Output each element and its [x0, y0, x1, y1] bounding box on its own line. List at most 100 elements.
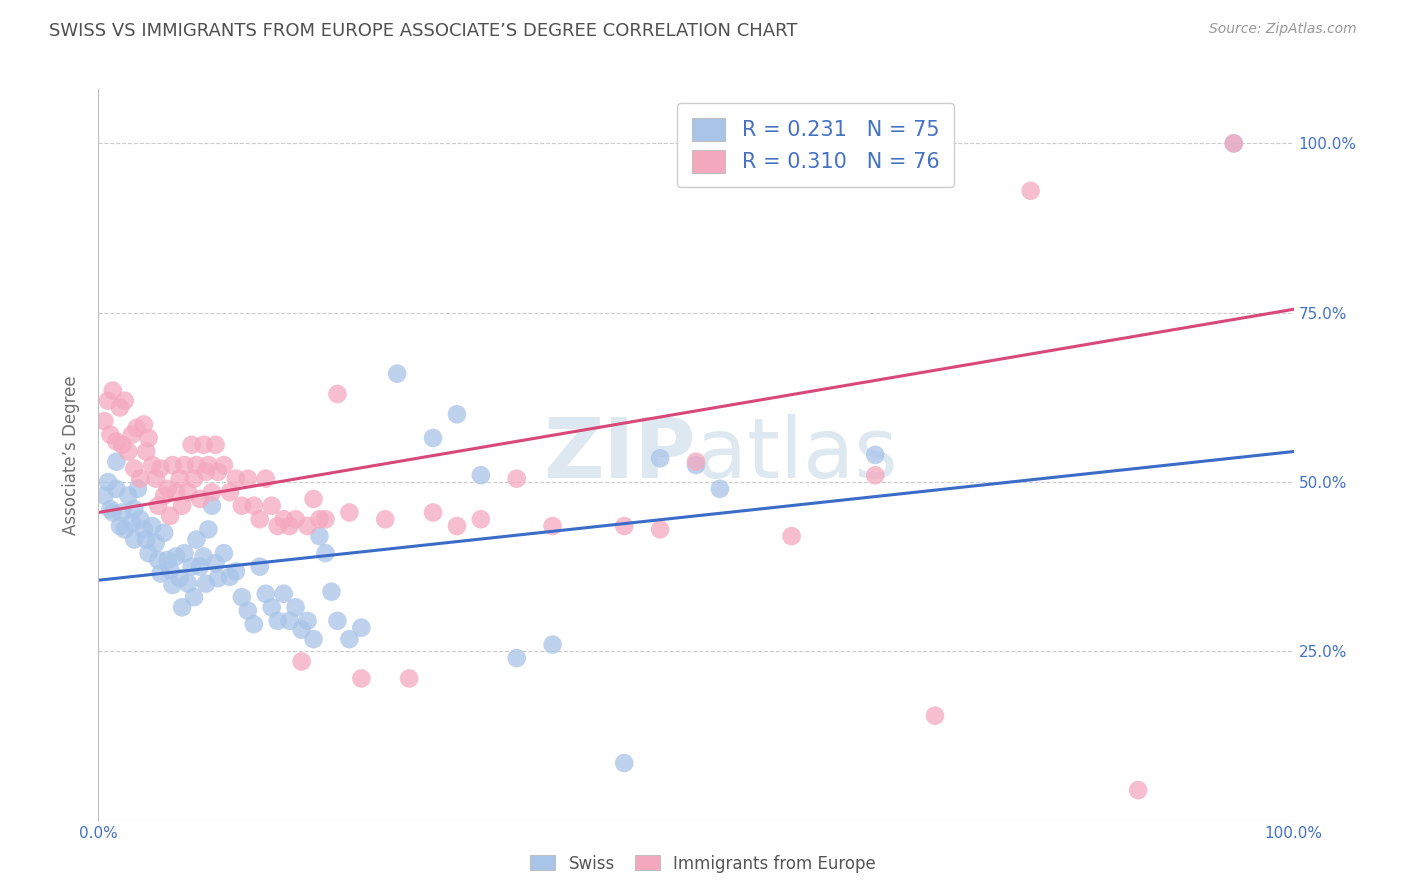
Point	[470, 512, 492, 526]
Point	[374, 512, 396, 526]
Point	[1223, 136, 1246, 151]
Point	[162, 458, 184, 472]
Point	[148, 499, 170, 513]
Point	[98, 427, 122, 442]
Point	[1019, 184, 1042, 198]
Point	[111, 506, 134, 520]
Point	[97, 393, 120, 408]
Point	[93, 489, 115, 503]
Point	[339, 632, 361, 647]
Point	[446, 407, 468, 421]
Point	[308, 529, 330, 543]
Point	[231, 590, 253, 604]
Point	[385, 367, 409, 381]
Point	[243, 617, 266, 632]
Point	[204, 556, 226, 570]
Point	[125, 421, 148, 435]
Point	[169, 472, 191, 486]
Point	[159, 563, 181, 577]
Point	[101, 384, 124, 398]
Legend: R = 0.231   N = 75, R = 0.310   N = 76: R = 0.231 N = 75, R = 0.310 N = 76	[678, 103, 953, 187]
Text: Source: ZipAtlas.com: Source: ZipAtlas.com	[1209, 22, 1357, 37]
Point	[132, 523, 155, 537]
Point	[297, 519, 319, 533]
Point	[225, 472, 247, 486]
Point	[141, 519, 163, 533]
Point	[197, 523, 219, 537]
Point	[865, 468, 887, 483]
Point	[780, 529, 803, 543]
Point	[648, 523, 672, 537]
Point	[613, 519, 636, 533]
Point	[173, 458, 195, 472]
Point	[97, 475, 120, 489]
Point	[127, 482, 149, 496]
Point	[162, 578, 184, 592]
Point	[159, 508, 181, 523]
Point	[132, 417, 155, 432]
Point	[165, 549, 187, 564]
Point	[648, 451, 672, 466]
Point	[138, 431, 160, 445]
Point	[326, 387, 349, 401]
Point	[1128, 783, 1150, 797]
Point	[260, 499, 283, 513]
Point	[924, 708, 946, 723]
Point	[315, 512, 337, 526]
Point	[156, 482, 179, 496]
Point	[180, 438, 202, 452]
Point	[197, 458, 219, 472]
Point	[148, 553, 170, 567]
Point	[173, 546, 195, 560]
Point	[254, 587, 277, 601]
Point	[350, 672, 373, 686]
Point	[278, 614, 301, 628]
Point	[865, 448, 887, 462]
Point	[149, 566, 172, 581]
Point	[141, 458, 163, 472]
Point	[153, 525, 176, 540]
Point	[186, 458, 208, 472]
Point	[291, 655, 314, 669]
Point	[183, 590, 205, 604]
Point	[195, 576, 218, 591]
Point	[302, 491, 325, 506]
Point	[188, 559, 211, 574]
Point	[124, 461, 146, 475]
Point	[613, 756, 636, 770]
Point	[156, 553, 179, 567]
Point	[398, 672, 420, 686]
Point	[108, 401, 131, 415]
Point	[267, 519, 290, 533]
Point	[339, 506, 361, 520]
Point	[186, 533, 208, 547]
Point	[169, 571, 191, 585]
Point	[117, 489, 139, 503]
Point	[308, 512, 330, 526]
Point	[541, 519, 564, 533]
Point	[236, 472, 259, 486]
Point	[177, 485, 200, 500]
Point	[138, 546, 160, 560]
Point	[172, 499, 194, 513]
Point	[129, 472, 152, 486]
Point	[124, 533, 146, 547]
Y-axis label: Associate’s Degree: Associate’s Degree	[62, 376, 80, 534]
Point	[219, 485, 242, 500]
Point	[541, 638, 564, 652]
Point	[249, 512, 271, 526]
Point	[1223, 136, 1246, 151]
Point	[470, 468, 492, 483]
Point	[111, 438, 134, 452]
Point	[114, 523, 136, 537]
Point	[165, 485, 187, 500]
Point	[172, 600, 194, 615]
Point	[135, 533, 157, 547]
Point	[326, 614, 349, 628]
Point	[267, 614, 290, 628]
Point	[297, 614, 319, 628]
Point	[236, 604, 259, 618]
Point	[260, 600, 283, 615]
Point	[105, 482, 128, 496]
Point	[291, 623, 314, 637]
